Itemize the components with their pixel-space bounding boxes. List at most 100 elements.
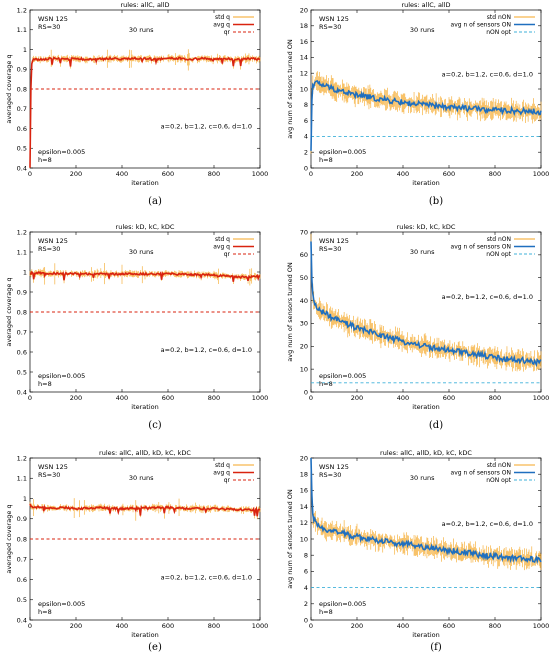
- runs-label: 30 runs: [129, 474, 154, 482]
- x-tick-label: 1000: [252, 394, 269, 402]
- chart-panel: rules: allC, allD 0.4 0.5 0.6 0.7 0.8 0.9 1 1.1 1…: [5, 1, 268, 207]
- y-tick-label: 6: [304, 568, 308, 576]
- parameters-label: a=0.2, b=1.2, c=0.6, d=1.0: [442, 70, 533, 78]
- avg-series-line: [310, 241, 542, 368]
- y-tick-label: 0.9: [17, 288, 27, 296]
- y-tick-label: 1.2: [17, 6, 27, 14]
- y-tick-label: 0.4: [17, 616, 27, 624]
- x-axis-label: iteration: [412, 631, 439, 639]
- runs-label: 30 runs: [410, 248, 435, 256]
- plot-frame: [310, 231, 542, 393]
- chart-title: rules: kD, kC, kDC: [116, 223, 175, 231]
- panel-caption: (d): [429, 420, 443, 431]
- y-tick-label: 6: [304, 117, 308, 125]
- y-tick-label: 16: [300, 487, 308, 495]
- x-tick-label: 0: [309, 170, 313, 178]
- chart-title: rules: allC, allD, kD, kC, kDC: [380, 449, 472, 457]
- x-tick-label: 400: [116, 394, 128, 402]
- y-tick-label: 0.6: [17, 348, 27, 356]
- x-tick-label: 400: [116, 170, 128, 178]
- x-tick-label: 1000: [252, 170, 269, 178]
- y-tick-label: 70: [300, 228, 308, 236]
- y-tick-label: 0.4: [17, 164, 27, 172]
- panel-caption: (e): [148, 642, 162, 653]
- y-axis-label: avg num of sensors turned ON: [286, 39, 294, 139]
- x-tick-label: 200: [351, 394, 363, 402]
- x-tick-label: 400: [116, 622, 128, 630]
- y-tick-label: 0.6: [17, 576, 27, 584]
- avg-series-line: [29, 56, 261, 168]
- parameters-label: a=0.2, b=1.2, c=0.6, d=1.0: [161, 346, 252, 354]
- y-tick-label: 60: [300, 251, 308, 259]
- y-tick-label: 0.5: [17, 368, 27, 376]
- y-tick-label: 20: [300, 6, 308, 14]
- x-tick-label: 800: [208, 170, 220, 178]
- y-tick-label: 8: [304, 101, 308, 109]
- x-tick-label: 200: [351, 622, 363, 630]
- y-axis-label: avg num of sensors turned ON: [286, 489, 294, 589]
- legend-entry-label: nON opt: [486, 29, 511, 36]
- rs-label: RS=30: [319, 471, 341, 479]
- x-tick-label: 1000: [533, 622, 550, 630]
- avg-series-line: [29, 270, 261, 282]
- y-tick-label: 1: [23, 46, 27, 54]
- h-label: h=8: [319, 380, 333, 388]
- rs-label: RS=30: [38, 471, 60, 479]
- chart-title: rules: allC, allD: [401, 1, 450, 9]
- legend-entry-label: avg n of sensors ON: [451, 244, 511, 251]
- y-tick-label: 12: [300, 70, 308, 78]
- legend-entry-label: std nON: [487, 462, 511, 469]
- y-tick-label: 0.8: [17, 535, 27, 543]
- legend-entry-label: qr: [224, 29, 231, 36]
- epsilon-label: epsilon=0.005: [319, 372, 366, 380]
- y-axis-label: averaged coverage q: [5, 277, 13, 346]
- x-tick-label: 800: [489, 170, 501, 178]
- x-tick-label: 800: [489, 622, 501, 630]
- rs-label: RS=30: [319, 23, 341, 31]
- epsilon-label: epsilon=0.005: [38, 600, 85, 608]
- x-tick-label: 600: [443, 394, 455, 402]
- rs-label: RS=30: [38, 23, 60, 31]
- legend-entry-label: std q: [215, 236, 230, 243]
- runs-label: 30 runs: [129, 248, 154, 256]
- legend-entry-label: std nON: [487, 14, 511, 21]
- x-tick-label: 0: [28, 170, 32, 178]
- x-tick-label: 0: [309, 394, 313, 402]
- chart-title: rules: allC, allD, kD, kC, kDC: [99, 449, 191, 457]
- y-tick-label: 0: [304, 164, 308, 172]
- x-tick-label: 0: [309, 622, 313, 630]
- x-tick-label: 800: [208, 394, 220, 402]
- epsilon-label: epsilon=0.005: [319, 148, 366, 156]
- y-tick-label: 10: [300, 365, 308, 373]
- chart-title: rules: kD, kC, kDC: [397, 223, 456, 231]
- legend-entry-label: nON opt: [486, 477, 511, 484]
- panel-caption: (f): [430, 642, 442, 653]
- x-tick-label: 600: [162, 622, 174, 630]
- y-tick-label: 0.5: [17, 145, 27, 153]
- y-axis-label: averaged coverage q: [5, 54, 13, 123]
- avg-series-line: [310, 80, 542, 151]
- y-tick-label: 10: [300, 85, 308, 93]
- y-tick-label: 1: [23, 495, 27, 503]
- h-label: h=8: [38, 380, 52, 388]
- panel-caption: (c): [148, 420, 162, 431]
- x-tick-label: 600: [443, 170, 455, 178]
- legend-entry-label: nON opt: [486, 251, 511, 258]
- rs-label: RS=30: [319, 245, 341, 253]
- y-tick-label: 40: [300, 297, 308, 305]
- y-tick-label: 12: [300, 519, 308, 527]
- h-label: h=8: [319, 156, 333, 164]
- y-tick-label: 30: [300, 320, 308, 328]
- x-tick-label: 600: [162, 170, 174, 178]
- y-tick-label: 14: [300, 54, 308, 62]
- x-axis-label: iteration: [412, 403, 439, 411]
- x-tick-label: 400: [397, 622, 409, 630]
- y-tick-label: 16: [300, 38, 308, 46]
- y-tick-label: 14: [300, 503, 308, 511]
- y-axis-label: averaged coverage q: [5, 504, 13, 573]
- y-tick-label: 0: [304, 616, 308, 624]
